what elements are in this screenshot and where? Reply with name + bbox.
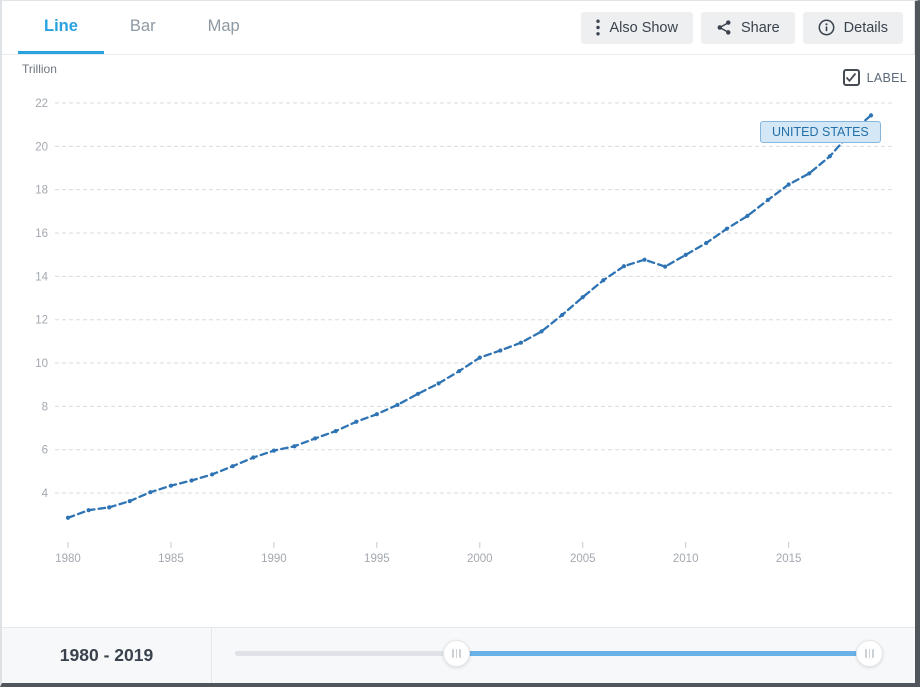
time-range-slider[interactable] bbox=[212, 628, 915, 683]
share-label: Share bbox=[740, 19, 780, 36]
data-point bbox=[65, 515, 71, 520]
grip-icon bbox=[865, 649, 867, 658]
data-point bbox=[621, 264, 627, 269]
label-toggle[interactable]: LABEL bbox=[842, 69, 907, 86]
data-point bbox=[683, 252, 688, 258]
y-axis-label: 20 bbox=[35, 141, 48, 153]
y-axis-unit-label: Trillion bbox=[22, 62, 57, 76]
y-axis-label: 6 bbox=[42, 445, 48, 457]
x-axis-label: 2010 bbox=[673, 553, 699, 565]
tab-bar[interactable]: Bar bbox=[129, 16, 156, 35]
grip-icon bbox=[868, 649, 871, 658]
data-point bbox=[827, 154, 832, 159]
data-point bbox=[86, 508, 91, 513]
data-point bbox=[415, 391, 421, 396]
data-point bbox=[518, 340, 524, 345]
checkmark-icon bbox=[845, 72, 857, 83]
info-icon bbox=[818, 19, 835, 36]
data-point bbox=[807, 171, 812, 176]
data-point bbox=[786, 182, 791, 187]
data-point bbox=[580, 295, 585, 300]
tab-line[interactable]: Line bbox=[18, 1, 104, 54]
kebab-menu-icon bbox=[596, 19, 601, 36]
y-axis-label: 12 bbox=[35, 315, 48, 327]
x-axis-label: 1980 bbox=[55, 553, 81, 565]
data-point bbox=[868, 113, 874, 118]
x-axis-label: 1995 bbox=[364, 553, 390, 565]
grip-icon bbox=[452, 649, 454, 658]
data-point bbox=[251, 455, 256, 460]
slider-handle-start[interactable] bbox=[443, 640, 470, 667]
x-axis-label: 2005 bbox=[570, 553, 596, 565]
data-point bbox=[642, 257, 647, 262]
data-point bbox=[210, 472, 215, 477]
slider-selected-range[interactable] bbox=[457, 651, 870, 656]
share-button[interactable]: Share bbox=[700, 11, 795, 44]
data-point bbox=[560, 312, 565, 318]
selected-range-label: 1980 - 2019 bbox=[2, 628, 212, 683]
data-point bbox=[189, 478, 194, 483]
details-button[interactable]: Details bbox=[802, 11, 903, 44]
x-axis-label: 1990 bbox=[261, 553, 287, 565]
header: Line Bar Map Also Show Share Det bbox=[2, 1, 915, 55]
y-axis-label: 8 bbox=[42, 401, 48, 413]
data-point bbox=[745, 213, 750, 219]
y-axis-label: 4 bbox=[42, 488, 49, 500]
gdp-line-series bbox=[66, 114, 873, 519]
data-point bbox=[271, 448, 276, 453]
data-point bbox=[354, 419, 359, 424]
data-point bbox=[292, 444, 297, 449]
data-point bbox=[374, 412, 379, 417]
slider-handle-end[interactable] bbox=[856, 640, 883, 667]
y-axis-label: 14 bbox=[35, 271, 48, 283]
data-point bbox=[457, 368, 462, 374]
share-icon bbox=[716, 19, 732, 36]
data-point bbox=[168, 483, 174, 488]
y-axis-label: 16 bbox=[35, 228, 48, 240]
chart-area: Trillion LABEL 4 6 8 10 12 14 16 18 20 22 1980 1985… bbox=[2, 55, 915, 627]
data-point bbox=[663, 264, 668, 269]
data-point bbox=[498, 348, 503, 353]
x-axis-label: 2015 bbox=[776, 553, 802, 565]
grip-icon bbox=[455, 649, 458, 658]
chart-type-tabs: Line Bar Map bbox=[18, 1, 266, 54]
data-point bbox=[704, 240, 709, 246]
series-label-united-states[interactable]: UNITED STATES bbox=[760, 121, 881, 143]
data-point bbox=[230, 464, 235, 469]
grip-icon bbox=[872, 649, 874, 658]
label-checkbox[interactable] bbox=[842, 69, 860, 86]
details-label: Details bbox=[843, 19, 888, 36]
line-chart-plot[interactable]: 4 6 8 10 12 14 16 18 20 22 1980 1985 1990 1995 2000 200… bbox=[2, 55, 913, 627]
data-point bbox=[312, 436, 318, 441]
data-point bbox=[148, 490, 153, 495]
grip-icon bbox=[459, 649, 461, 658]
data-point bbox=[333, 428, 338, 434]
also-show-button[interactable]: Also Show bbox=[581, 11, 693, 44]
data-point bbox=[601, 278, 606, 283]
data-point bbox=[436, 381, 441, 386]
data-point bbox=[724, 226, 729, 231]
y-axis-label: 10 bbox=[35, 358, 48, 370]
data-point bbox=[395, 402, 400, 407]
data-point bbox=[539, 329, 544, 334]
time-range-footer: 1980 - 2019 bbox=[2, 627, 915, 683]
data-point bbox=[107, 505, 112, 510]
data-point bbox=[765, 197, 771, 202]
data-point bbox=[127, 498, 132, 504]
tab-map[interactable]: Map bbox=[207, 16, 240, 35]
x-axis-label: 2000 bbox=[467, 553, 493, 565]
y-axis-label: 18 bbox=[35, 185, 48, 197]
label-toggle-text: LABEL bbox=[866, 70, 907, 85]
y-axis-label: 22 bbox=[35, 98, 48, 110]
x-axis-label: 1985 bbox=[158, 553, 184, 565]
also-show-label: Also Show bbox=[609, 19, 678, 36]
data-point bbox=[477, 355, 482, 360]
header-actions: Also Show Share Details bbox=[581, 1, 915, 54]
